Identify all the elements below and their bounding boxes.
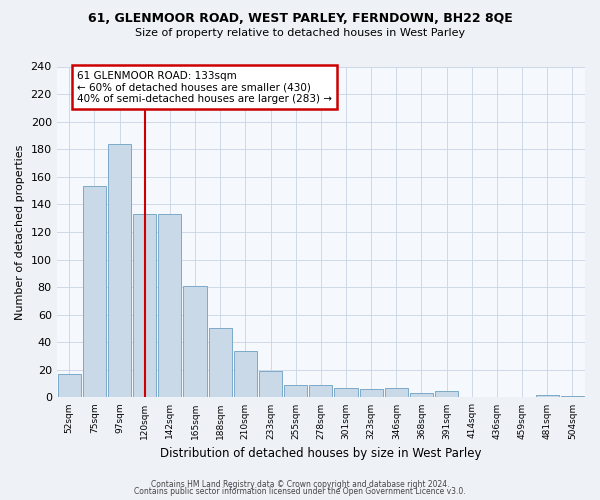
Text: 61, GLENMOOR ROAD, WEST PARLEY, FERNDOWN, BH22 8QE: 61, GLENMOOR ROAD, WEST PARLEY, FERNDOWN…: [88, 12, 512, 26]
Bar: [284, 385, 307, 398]
Bar: [435, 390, 458, 398]
Bar: [536, 394, 559, 398]
Bar: [385, 388, 408, 398]
Bar: [108, 144, 131, 398]
Text: Contains HM Land Registry data © Crown copyright and database right 2024.: Contains HM Land Registry data © Crown c…: [151, 480, 449, 489]
Bar: [309, 385, 332, 398]
Bar: [561, 396, 584, 398]
Bar: [83, 186, 106, 398]
Bar: [259, 371, 282, 398]
Bar: [158, 214, 181, 398]
Text: 61 GLENMOOR ROAD: 133sqm
← 60% of detached houses are smaller (430)
40% of semi-: 61 GLENMOOR ROAD: 133sqm ← 60% of detach…: [77, 70, 332, 104]
Bar: [184, 286, 206, 398]
Text: Size of property relative to detached houses in West Parley: Size of property relative to detached ho…: [135, 28, 465, 38]
Bar: [133, 214, 156, 398]
Bar: [359, 389, 383, 398]
Bar: [209, 328, 232, 398]
Bar: [334, 388, 358, 398]
Text: Contains public sector information licensed under the Open Government Licence v3: Contains public sector information licen…: [134, 487, 466, 496]
Bar: [410, 394, 433, 398]
Bar: [234, 350, 257, 398]
Y-axis label: Number of detached properties: Number of detached properties: [15, 144, 25, 320]
Bar: [58, 374, 81, 398]
X-axis label: Distribution of detached houses by size in West Parley: Distribution of detached houses by size …: [160, 447, 482, 460]
